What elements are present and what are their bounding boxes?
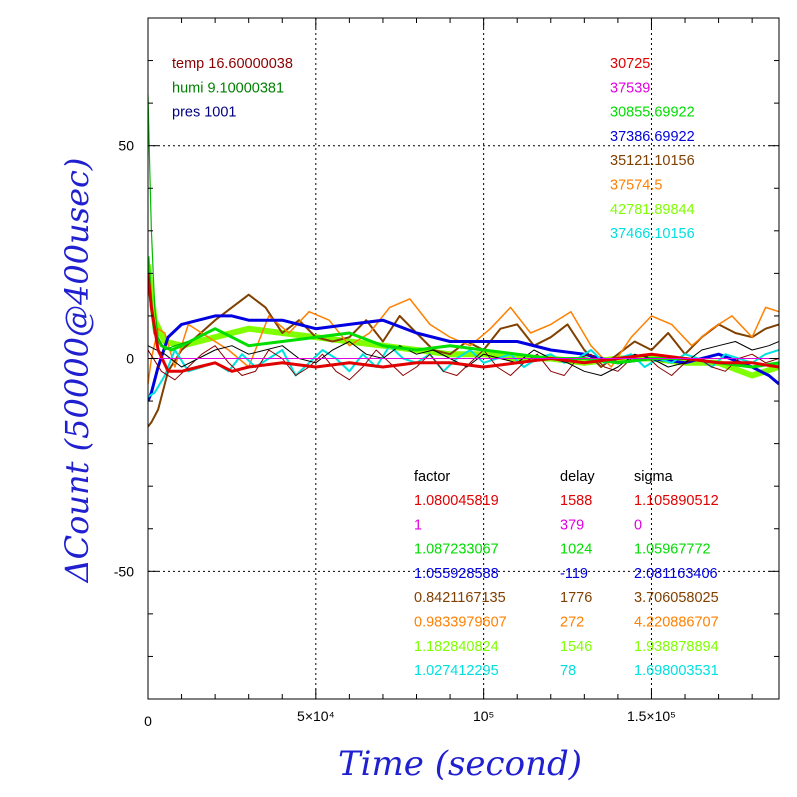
base-count-1: 37539 [610, 80, 650, 96]
table-cell-delay: 1588 [560, 493, 592, 509]
series-line-9 [148, 273, 779, 373]
x-axis-label: Time (second) [338, 744, 582, 784]
table-cell-delay: 272 [560, 615, 584, 631]
table-cell-delay: 1024 [560, 542, 592, 558]
table-cell-factor: 1.055928588 [414, 566, 499, 582]
base-count-5: 37574.5 [610, 178, 662, 194]
table-cell-sigma: 1.938878894 [634, 639, 719, 655]
table-cell-factor: 0.9833979607 [414, 615, 507, 631]
table-cell-delay: 1776 [560, 590, 592, 606]
base-count-2: 30855.69922 [610, 105, 695, 121]
table-cell-sigma: 4.220886707 [634, 615, 719, 631]
table-cell-factor: 1.087233067 [414, 542, 499, 558]
table-cell-factor: 1.027412295 [414, 663, 499, 679]
env-info-1: humi 9.10000381 [172, 80, 284, 96]
series-group [148, 94, 779, 428]
table-cell-factor: 1.080045819 [414, 493, 499, 509]
y-axis-label: ΔCount (50000@400usec) [58, 158, 96, 585]
axis-ticks [148, 18, 779, 699]
env-info-2: pres 1001 [172, 105, 237, 121]
table-header-delay: delay [560, 469, 595, 485]
table-cell-sigma: 1.105890512 [634, 493, 719, 509]
table-header-sigma: sigma [634, 469, 674, 485]
y-tick-label-0: 50 [118, 138, 134, 154]
x-tick-label-1: 5×10⁴ [297, 708, 335, 724]
base-count-4: 35121.10156 [610, 153, 695, 169]
table-cell-factor: 1 [414, 517, 422, 533]
table-cell-sigma: 2.081163406 [634, 566, 718, 582]
table-cell-delay: 379 [560, 517, 584, 533]
series-line-5 [148, 345, 779, 381]
x-tick-label-2: 10⁵ [473, 708, 494, 724]
table-cell-delay: -119 [560, 566, 588, 582]
table-cell-factor: 1.182840824 [414, 639, 499, 655]
y-tick-label-1: 0 [126, 351, 134, 367]
table-cell-factor: 0.8421167135 [414, 590, 506, 606]
series-line-8 [148, 94, 189, 351]
env-info-0: temp 16.60000038 [172, 56, 293, 72]
series-line-6 [148, 341, 779, 376]
table-cell-delay: 1546 [560, 639, 592, 655]
base-count-3: 37386.69922 [610, 129, 695, 145]
table-cell-delay: 78 [560, 663, 576, 679]
table-cell-sigma: 3.706058025 [634, 590, 719, 606]
base-count-0: 30725 [610, 56, 650, 72]
table-header-factor: factor [414, 469, 450, 485]
annotations: 0 5×10⁴ 10⁵ 1.5×10⁵ 50 0 -50 temp 16.60000038 hu… [114, 56, 719, 729]
table-cell-sigma: 0 [634, 517, 642, 533]
x-tick-label-3: 1.5×10⁵ [627, 708, 676, 724]
series-line-7 [148, 256, 779, 369]
table-cell-sigma: 1.698003531 [634, 663, 719, 679]
y-tick-label-2: -50 [114, 563, 134, 579]
table-cell-sigma: 1.05967772 [634, 542, 711, 558]
base-count-6: 42781.89844 [610, 202, 695, 218]
base-count-7: 37466.10156 [610, 226, 695, 242]
x-tick-label-0: 0 [144, 713, 152, 729]
series-line-3 [148, 314, 779, 402]
